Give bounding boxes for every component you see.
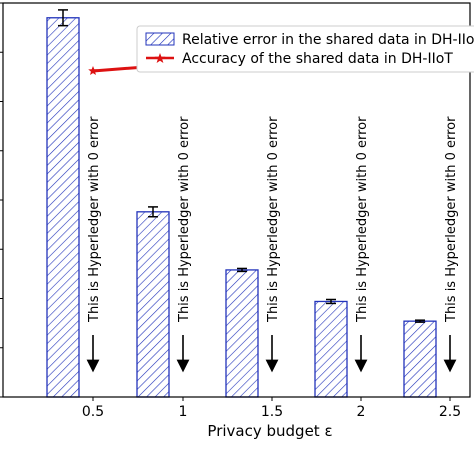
annotation-text: This is Hyperledger with 0 error (177, 116, 192, 323)
annotation-text: This is Hyperledger with 0 error (87, 116, 102, 323)
legend-label-line: Accuracy of the shared data in DH-IIoT (182, 51, 453, 67)
plot-area: 0.00.51.01.52.02.53.03.54.00.511.522.5Th… (0, 2, 461, 420)
x-tick-label: 0.5 (82, 404, 104, 420)
annotation-text: This is Hyperledger with 0 error (355, 116, 370, 323)
legend-box (136, 25, 474, 73)
x-axis-label: Privacy budget ε (207, 422, 332, 440)
legend-swatch-bar (145, 32, 175, 46)
x-tick-label: 1.5 (261, 404, 283, 420)
annotation-text: This is Hyperledger with 0 error (444, 116, 459, 323)
legend-star-marker (154, 53, 166, 63)
bar (136, 211, 170, 398)
x-tick-label: 2 (357, 404, 366, 420)
axes-frame (2, 2, 471, 398)
bar (403, 320, 437, 398)
x-tick-label: 1 (179, 404, 188, 420)
x-tick-label: 2.5 (439, 404, 461, 420)
line-point-star (88, 65, 98, 76)
annotation-text: This is Hyperledger with 0 error (266, 116, 281, 323)
legend: Relative error in the shared data in DH-… (136, 25, 474, 73)
bar (46, 17, 80, 398)
bar (225, 269, 259, 398)
bar (314, 300, 348, 398)
legend-label-bar: Relative error in the shared data in DH-… (182, 32, 474, 48)
